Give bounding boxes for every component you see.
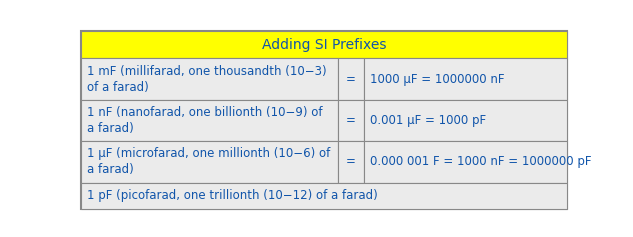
Text: 0.000 001 F = 1000 nF = 1000000 pF: 0.000 001 F = 1000 nF = 1000000 pF [370,155,591,169]
Bar [364,58,567,100]
Bar [82,100,337,141]
Bar [337,100,364,141]
Text: 1 nF (nanofarad, one billionth (10−9) of
a farad): 1 nF (nanofarad, one billionth (10−9) of… [87,106,322,135]
Text: 0.001 μF = 1000 pF: 0.001 μF = 1000 pF [370,114,486,127]
Bar [82,31,567,58]
Bar [337,141,364,183]
Text: 1 pF (picofarad, one trillionth (10−12) of a farad): 1 pF (picofarad, one trillionth (10−12) … [87,189,378,202]
Text: =: = [346,73,356,86]
Text: 1 μF (microfarad, one millionth (10−6) of
a farad): 1 μF (microfarad, one millionth (10−6) o… [87,147,330,177]
Text: 1000 μF = 1000000 nF: 1000 μF = 1000000 nF [370,73,504,86]
Bar [364,100,567,141]
Bar [337,58,364,100]
Bar [82,183,567,209]
Bar [364,141,567,183]
Text: 1 mF (millifarad, one thousandth (10−3)
of a farad): 1 mF (millifarad, one thousandth (10−3) … [87,65,327,94]
Text: =: = [346,114,356,127]
Bar [82,141,337,183]
Text: =: = [346,155,356,169]
Bar [82,58,337,100]
Text: Adding SI Prefixes: Adding SI Prefixes [262,38,387,52]
